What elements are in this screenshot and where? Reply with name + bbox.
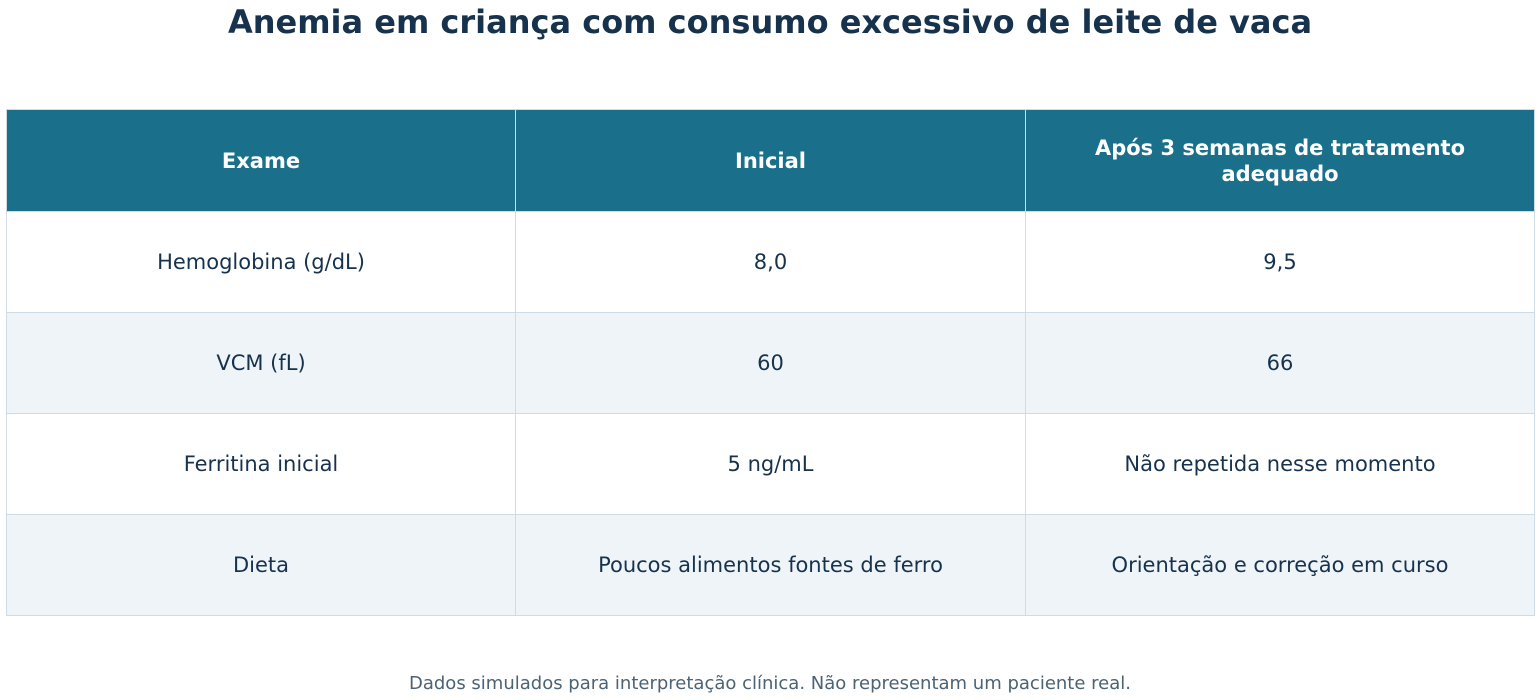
table-cell: 60 <box>515 312 1026 414</box>
table-cell: VCM (fL) <box>6 312 516 414</box>
table-row: VCM (fL) 60 66 <box>6 312 1535 414</box>
column-header-apos-tratamento: Após 3 semanas de tratamento adequado <box>1025 109 1535 212</box>
table-row: Dieta Poucos alimentos fontes de ferro O… <box>6 514 1535 616</box>
table-cell: Não repetida nesse momento <box>1025 413 1535 515</box>
column-header-inicial: Inicial <box>515 109 1026 212</box>
data-table: Exame Inicial Após 3 semanas de tratamen… <box>6 109 1535 616</box>
chart-title: Anemia em criança com consumo excessivo … <box>227 3 1313 41</box>
table-cell: Ferritina inicial <box>6 413 516 515</box>
table-cell: Orientação e correção em curso <box>1025 514 1535 616</box>
table-cell: 5 ng/mL <box>515 413 1026 515</box>
table-row: Ferritina inicial 5 ng/mL Não repetida n… <box>6 413 1535 515</box>
table-cell: 8,0 <box>515 211 1026 313</box>
column-header-exame: Exame <box>6 109 516 212</box>
table-cell: Poucos alimentos fontes de ferro <box>515 514 1026 616</box>
table-cell: 66 <box>1025 312 1535 414</box>
table-cell: 9,5 <box>1025 211 1535 313</box>
table-header-row: Exame Inicial Após 3 semanas de tratamen… <box>6 109 1535 212</box>
table-cell: Dieta <box>6 514 516 616</box>
footnote: Dados simulados para interpretação clíni… <box>408 673 1131 694</box>
table-row: Hemoglobina (g/dL) 8,0 9,5 <box>6 211 1535 313</box>
table-cell: Hemoglobina (g/dL) <box>6 211 516 313</box>
